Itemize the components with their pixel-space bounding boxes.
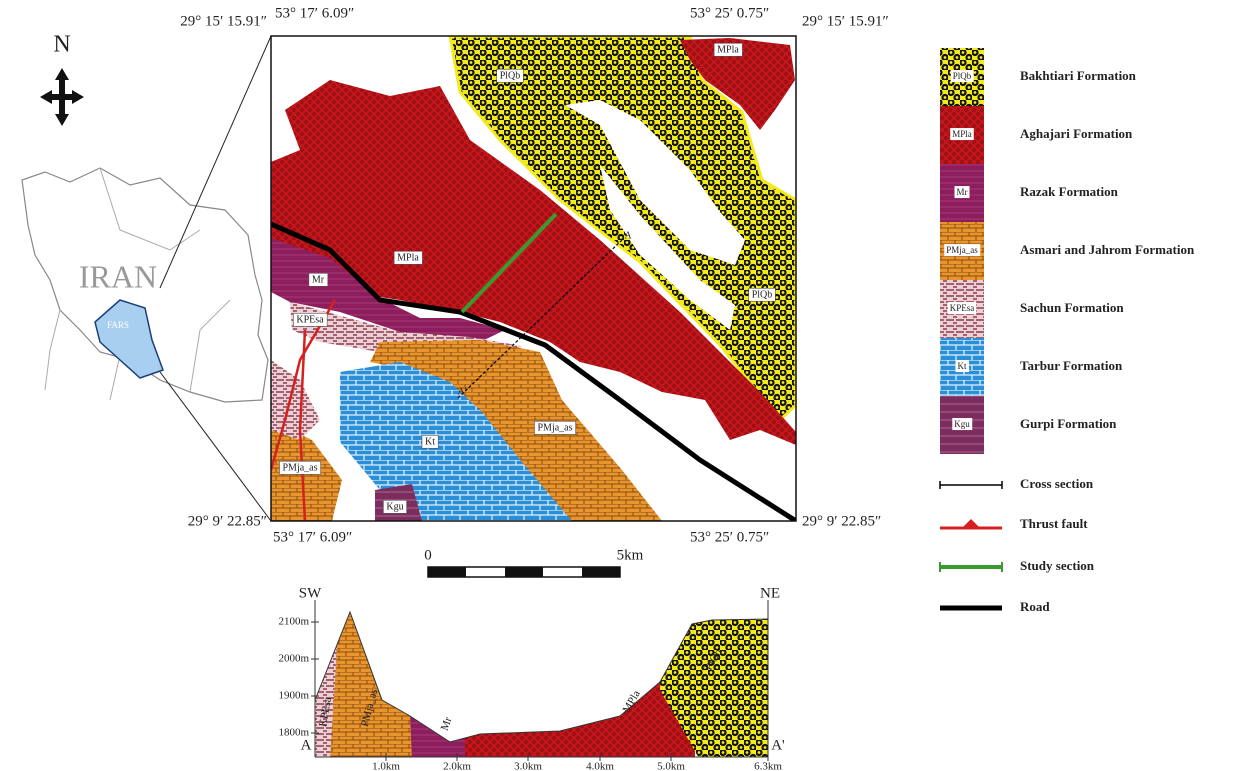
legend-label: Razak Formation <box>1020 184 1119 199</box>
unit-label: Mr <box>312 274 325 285</box>
unit-label: MPla <box>717 44 739 55</box>
distance-label: 6.3km <box>754 761 782 771</box>
north-label: N <box>53 32 70 58</box>
legend-code: MPla <box>952 129 972 139</box>
unit-label: PMja_as <box>283 462 318 473</box>
legend-code: PMja_as <box>946 245 978 255</box>
unit-label: PMja_as <box>538 422 573 433</box>
direction-label: SW <box>299 585 322 601</box>
section-end-label: A' <box>457 386 466 397</box>
legend-label: Cross section <box>1020 476 1094 491</box>
coordinate: 29° 15′ 15.91″ <box>180 13 267 29</box>
elevation-label: 2100m <box>278 616 309 628</box>
scale-bar: 0 5km <box>424 547 643 577</box>
scale-label: 0 <box>424 547 432 563</box>
legend-label: Tarbur Formation <box>1020 358 1123 373</box>
coordinate: 29° 9′ 22.85″ <box>802 513 881 529</box>
legend-code: Kt <box>958 361 967 371</box>
legend-code: Kgu <box>954 419 970 429</box>
legend-code: KPEsa <box>950 303 975 313</box>
legend-code: Mr <box>957 187 968 197</box>
distance-label: 5.0km <box>657 761 685 771</box>
legend-line <box>962 519 980 528</box>
unit-label: PlQb <box>500 70 521 81</box>
legend-label: Study section <box>1020 558 1095 573</box>
unit-label: Mr <box>439 715 455 732</box>
unit-label: KPEsa <box>296 314 324 325</box>
section-end-label: A <box>624 230 632 241</box>
country-label: IRAN <box>79 258 157 294</box>
legend-label: Aghajari Formation <box>1020 126 1133 141</box>
coordinate: 29° 15′ 15.91″ <box>802 13 889 29</box>
legend-label: Asmari and Jahrom Formation <box>1020 242 1195 257</box>
north-arrow: N <box>40 32 84 127</box>
coordinate: 53° 17′ 6.09″ <box>275 5 354 21</box>
direction-label: NE <box>760 585 780 601</box>
geologic-map <box>271 36 796 521</box>
unit-label: Kt <box>425 436 435 447</box>
scale-label: 5km <box>617 547 644 563</box>
province-label: FARS <box>107 320 129 330</box>
coordinate: 29° 9′ 22.85″ <box>188 513 267 529</box>
section-end-label: A' <box>771 737 785 753</box>
distance-label: 1.0km <box>372 761 400 771</box>
unit-label: MPla <box>397 252 419 263</box>
elevation-label: 2000m <box>278 653 309 665</box>
legend-label: Bakhtiari Formation <box>1020 68 1137 83</box>
distance-label: 3.0km <box>514 761 542 771</box>
unit-label: Kgu <box>386 501 403 512</box>
legend-label: Gurpi Formation <box>1020 416 1117 431</box>
coordinate: 53° 17′ 6.09″ <box>273 529 352 545</box>
unit-label: PlQb <box>752 289 773 300</box>
section-end-label: A <box>301 737 312 753</box>
geological-map-figure: N IRAN FARS PlQb MPla MPla Mr KPEsa PMja… <box>0 0 1256 771</box>
coordinate: 53° 25′ 0.75″ <box>690 5 769 21</box>
elevation-label: 1900m <box>278 690 309 702</box>
legend: PlQb Bakhtiari Formation MPla Aghajari Form… <box>940 48 1195 614</box>
coordinate: 53° 25′ 0.75″ <box>690 529 769 545</box>
legend-label: Thrust fault <box>1020 516 1088 531</box>
legend-label: Sachun Formation <box>1020 300 1124 315</box>
legend-code: PlQb <box>953 71 972 81</box>
distance-label: 4.0km <box>586 761 614 771</box>
distance-label: 2.0km <box>443 761 471 771</box>
legend-label: Road <box>1020 599 1050 614</box>
